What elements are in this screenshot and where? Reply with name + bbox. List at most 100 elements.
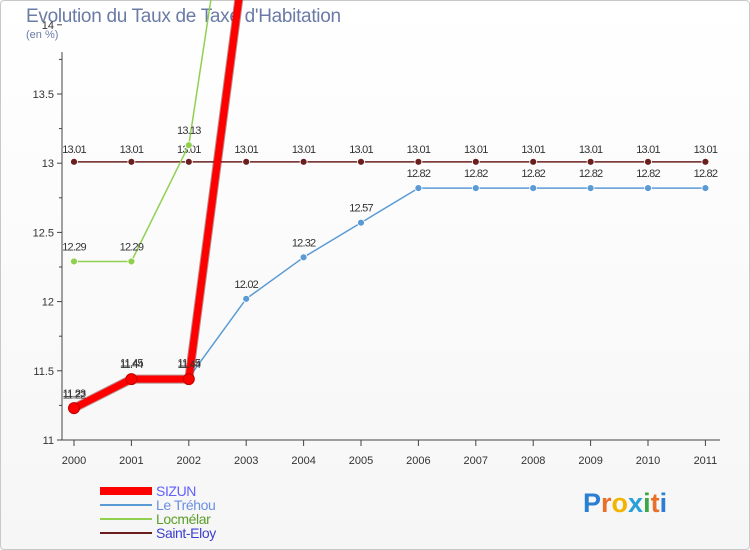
series-sizun-line bbox=[72, 0, 243, 412]
series-locm-lar-line bbox=[74, 0, 212, 263]
series-le-tr-hou-label: 12.82 bbox=[694, 168, 718, 180]
x-tick-label: 2006 bbox=[406, 455, 430, 467]
legend-swatch bbox=[100, 518, 152, 520]
series-le-tr-hou-label: 12.82 bbox=[407, 168, 431, 180]
series-sizun-point bbox=[68, 402, 80, 415]
legend-label: Saint-Eloy bbox=[156, 525, 216, 541]
series-le-tr-hou-point bbox=[414, 184, 423, 193]
series-locm-lar-label: 13.13 bbox=[177, 125, 201, 137]
x-tick-label: 2005 bbox=[349, 455, 373, 467]
series-saint-eloy-label: 13.01 bbox=[349, 144, 373, 156]
series-le-tr-hou-label: 12.82 bbox=[521, 168, 545, 180]
legend-label: Locmélar bbox=[156, 511, 211, 527]
series-saint-eloy-label: 13.01 bbox=[407, 144, 431, 156]
series-locm-lar-point bbox=[70, 257, 78, 266]
logo-letter: i bbox=[659, 488, 668, 518]
logo-letter: P bbox=[583, 488, 602, 518]
legend-item-saint-eloy: Saint-Eloy bbox=[100, 526, 216, 540]
series-saint-eloy-label: 13.01 bbox=[177, 144, 201, 156]
series-saint-eloy-point bbox=[701, 157, 710, 166]
series-le-tr-hou-label: 12.32 bbox=[292, 237, 316, 249]
legend-item-sizun: SIZUN bbox=[100, 484, 216, 498]
series-saint-eloy-point bbox=[586, 157, 595, 166]
series-saint-eloy-label: 13.01 bbox=[579, 144, 603, 156]
series-saint-eloy-label: 13.01 bbox=[234, 144, 258, 156]
x-tick-label: 2003 bbox=[234, 455, 258, 467]
y-tick-label: 13 bbox=[42, 158, 54, 170]
series-le-tr-hou-point bbox=[242, 294, 251, 303]
series-saint-eloy-label: 13.01 bbox=[636, 144, 660, 156]
series-saint-eloy-point bbox=[242, 157, 251, 166]
series-saint-eloy-point bbox=[529, 157, 538, 166]
series-saint-eloy-point bbox=[357, 157, 365, 166]
series-sizun-shadow bbox=[71, 0, 244, 413]
y-tick-label: 13.5 bbox=[33, 89, 54, 101]
legend-label: SIZUN bbox=[156, 483, 197, 499]
x-tick-label: 2007 bbox=[464, 455, 488, 467]
series-le-tr-hou-point bbox=[357, 218, 365, 227]
series-saint-eloy-point bbox=[127, 157, 136, 166]
series-saint-eloy-point bbox=[644, 157, 652, 166]
y-tick-label: 12.5 bbox=[33, 227, 54, 239]
y-tick-label: 12 bbox=[42, 297, 54, 309]
series-locm-lar-label: 12.29 bbox=[120, 241, 144, 253]
logo-letter: t bbox=[650, 488, 660, 518]
series-le-tr-hou-point bbox=[299, 253, 308, 262]
x-tick-label: 2001 bbox=[119, 455, 143, 467]
series-le-tr-hou-point bbox=[701, 184, 710, 193]
series-locm-lar-point bbox=[127, 257, 136, 266]
y-tick-label: 11.5 bbox=[33, 366, 54, 378]
legend-item-le-tr-hou: Le Tréhou bbox=[100, 498, 216, 512]
series-le-tr-hou-label: 12.82 bbox=[464, 168, 488, 180]
series-sizun-label: 11.44 bbox=[177, 359, 200, 371]
series-le-tr-hou-label: 11.45 bbox=[120, 358, 143, 370]
logo-letter: r bbox=[601, 488, 612, 518]
series-le-tr-hou-point bbox=[644, 184, 652, 193]
series-sizun-point bbox=[182, 373, 195, 386]
x-tick-label: 2011 bbox=[694, 455, 718, 467]
series-saint-eloy-point bbox=[414, 157, 423, 166]
x-tick-label: 2004 bbox=[291, 455, 315, 467]
series-le-tr-hou-point bbox=[529, 184, 538, 193]
series-le-tr-hou-point bbox=[586, 184, 595, 193]
series-sizun-label: 11.23 bbox=[63, 388, 86, 400]
series-saint-eloy-label: 13.01 bbox=[464, 144, 488, 156]
legend-item-locm-lar: Locmélar bbox=[100, 512, 216, 526]
series-saint-eloy-point bbox=[471, 157, 480, 166]
x-tick-label: 2000 bbox=[62, 455, 86, 467]
series-locm-lar-label: 12.29 bbox=[62, 241, 86, 253]
chart-legend: SIZUN Le Tréhou Locmélar Saint-Eloy bbox=[100, 484, 216, 540]
series-le-tr-hou-label: 12.57 bbox=[349, 203, 373, 215]
logo-letter: x bbox=[628, 488, 644, 518]
series-saint-eloy-label: 13.01 bbox=[521, 144, 545, 156]
series-sizun-label: 11.44 bbox=[120, 359, 143, 371]
x-tick-label: 2009 bbox=[578, 455, 602, 467]
series-saint-eloy-label: 13.01 bbox=[120, 144, 144, 156]
series-saint-eloy-point bbox=[184, 157, 193, 166]
proxiti-logo: Proxiti bbox=[583, 488, 667, 519]
series-le-tr-hou-label: 12.82 bbox=[636, 168, 660, 180]
series-saint-eloy-point bbox=[299, 157, 308, 166]
series-locm-lar-point bbox=[184, 141, 193, 150]
legend-swatch bbox=[100, 504, 152, 506]
legend-swatch bbox=[100, 532, 152, 534]
x-tick-label: 2008 bbox=[521, 455, 545, 467]
chart-title: Evolution du Taux de Taxe d'Habitation bbox=[26, 6, 341, 27]
logo-letter: o bbox=[611, 488, 629, 518]
legend-swatch bbox=[100, 487, 152, 495]
line-chart: 1111.51212.51313.51414.51515.51616.52000… bbox=[33, 0, 720, 467]
y-tick-label: 11 bbox=[43, 435, 54, 447]
series-le-tr-hou-point bbox=[471, 184, 480, 193]
series-saint-eloy-label: 13.01 bbox=[694, 144, 718, 156]
series-saint-eloy-point bbox=[70, 157, 78, 166]
series-saint-eloy-label: 13.01 bbox=[292, 144, 316, 156]
series-saint-eloy-label: 13.01 bbox=[62, 144, 86, 156]
chart-subtitle: (en %) bbox=[26, 29, 59, 41]
legend-label: Le Tréhou bbox=[156, 497, 216, 513]
logo-letter: i bbox=[643, 488, 651, 518]
series-le-tr-hou-label: 12.02 bbox=[234, 279, 258, 291]
x-tick-label: 2002 bbox=[177, 455, 201, 467]
x-tick-label: 2010 bbox=[636, 455, 660, 467]
series-le-tr-hou-label: 11.22 bbox=[63, 390, 86, 402]
